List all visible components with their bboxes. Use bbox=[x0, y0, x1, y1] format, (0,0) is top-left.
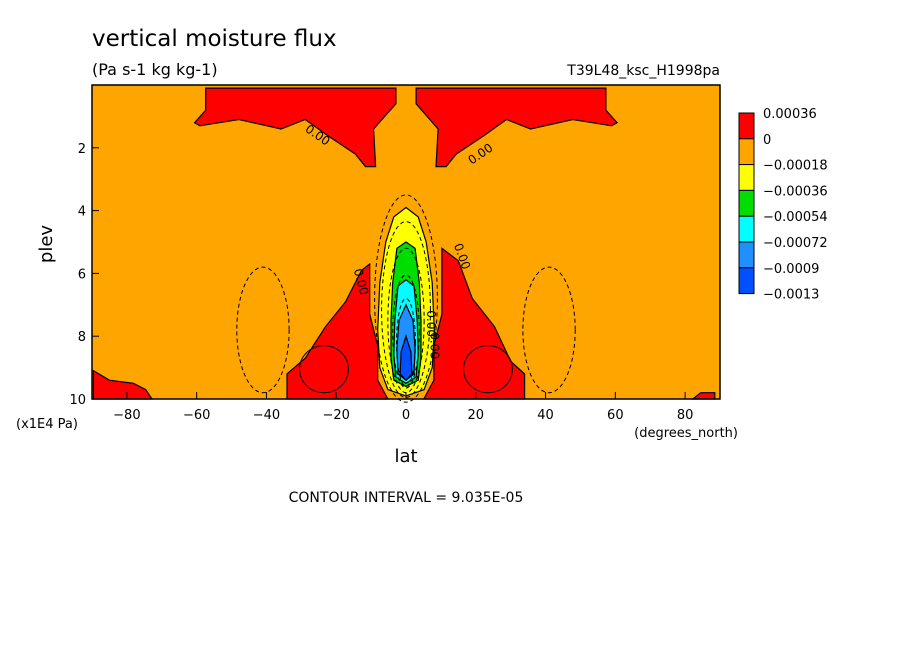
region-positive-upper-right bbox=[415, 87, 619, 168]
x-axis-units: (degrees_north) bbox=[634, 426, 738, 441]
x-tick-label: 0 bbox=[402, 408, 410, 423]
x-tick-label: 60 bbox=[607, 408, 624, 423]
contour-interval: CONTOUR INTERVAL = 9.035E-05 bbox=[289, 490, 524, 506]
contour-dashed-equatorial-4 bbox=[392, 274, 420, 389]
contour-dashed-equatorial-1 bbox=[374, 194, 438, 403]
colorbar-label: −0.00072 bbox=[763, 236, 828, 251]
y-tick-label: 4 bbox=[78, 205, 86, 220]
colorbar-swatch bbox=[738, 189, 755, 217]
x-tick-label: −60 bbox=[183, 408, 210, 423]
colorbar-label: −0.0013 bbox=[763, 288, 819, 303]
chart-title: vertical moisture flux bbox=[92, 26, 337, 52]
region-positive-lower-left bbox=[286, 262, 389, 400]
x-tick-label: 20 bbox=[468, 408, 485, 423]
colorbar-label: −0.0009 bbox=[763, 262, 819, 277]
y-tick-label: 2 bbox=[78, 142, 86, 157]
region-negative-level-5 bbox=[399, 334, 413, 382]
contour-dashed-equatorial-2 bbox=[381, 221, 431, 398]
x-tick-label: 40 bbox=[537, 408, 554, 423]
x-tick-label: −40 bbox=[253, 408, 280, 423]
x-tick-label: −20 bbox=[323, 408, 350, 423]
contour-dashed-left bbox=[236, 266, 290, 394]
contour-lines bbox=[236, 194, 576, 403]
colorbar-label: 0 bbox=[763, 133, 771, 148]
y-axis-label: plev bbox=[36, 225, 57, 264]
y-tick-label: 8 bbox=[78, 330, 86, 345]
x-axis-label: lat bbox=[394, 446, 417, 467]
colorbar-swatch bbox=[738, 241, 755, 269]
y-axis-units: (x1E4 Pa) bbox=[16, 417, 78, 432]
contour-label: 0.00 bbox=[424, 310, 438, 337]
contour-label: 0.00 bbox=[427, 332, 441, 359]
chart-units: (Pa s-1 kg kg-1) bbox=[92, 60, 218, 79]
contour-labels: 0.000.000.000.000.000.00 bbox=[303, 122, 496, 359]
region-positive-lower-right bbox=[422, 247, 526, 400]
x-tick-label: −80 bbox=[113, 408, 140, 423]
x-axis-ticks: −80 −60 −40 −20 0 20 40 60 80 bbox=[113, 392, 693, 423]
run-label: T39L48_ksc_H1998pa bbox=[566, 63, 720, 79]
colorbar-swatch bbox=[738, 164, 755, 191]
x-tick-label: 80 bbox=[677, 408, 694, 423]
colorbar-label: 0.00036 bbox=[763, 107, 817, 122]
y-tick-label: 6 bbox=[78, 267, 86, 282]
contour-solid-left bbox=[299, 345, 349, 394]
filled-regions bbox=[92, 87, 716, 400]
colorbar-swatch bbox=[738, 112, 755, 140]
plot-area bbox=[91, 84, 721, 403]
region-positive-upper-left bbox=[193, 87, 397, 168]
y-axis-ticks: 2 4 6 8 10 bbox=[69, 142, 99, 408]
colorbar: 0.00036 0 −0.00018 −0.00036 −0.00054 −0.00072… bbox=[738, 107, 828, 303]
contour-dashed-right bbox=[522, 266, 576, 394]
y-tick-label: 10 bbox=[69, 393, 86, 408]
colorbar-swatch bbox=[738, 267, 755, 295]
colorbar-swatch bbox=[738, 138, 755, 166]
colorbar-label: −0.00054 bbox=[763, 210, 828, 225]
contour-label: 0.00 bbox=[351, 267, 371, 296]
colorbar-label: −0.00036 bbox=[763, 184, 828, 199]
colorbar-label: −0.00018 bbox=[763, 159, 828, 174]
contour-solid-right bbox=[463, 345, 513, 394]
colorbar-swatch bbox=[738, 215, 755, 243]
contour-dashed-equatorial-5 bbox=[396, 298, 416, 387]
